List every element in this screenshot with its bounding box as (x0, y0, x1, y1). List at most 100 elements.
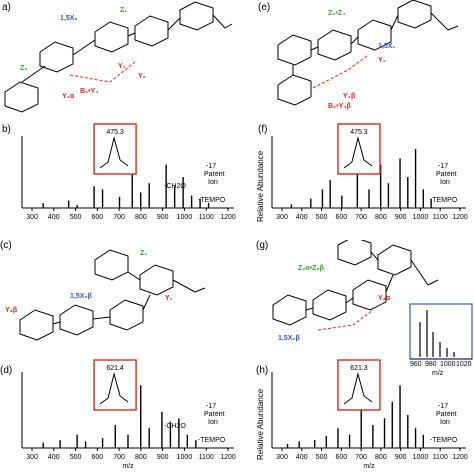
minus-tempo-label: -TEMPO (430, 437, 458, 444)
x-tick-label: 600 (91, 214, 103, 221)
svg-text:1,5X₂: 1,5X₂ (60, 15, 78, 22)
panel-label-a: a) (2, 2, 11, 13)
panel-label-g: (g) (256, 240, 269, 251)
minus-17-label: -17 (438, 163, 448, 170)
structure-g: Z₂α•Z₃β Y₃α 1,5X₂β (272, 240, 439, 342)
x-tick-label: 800 (135, 214, 147, 221)
inset-box (337, 123, 381, 175)
svg-text:B₂•Y₄: B₂•Y₄ (80, 88, 99, 95)
x-tick-label: 1000 (177, 214, 193, 221)
x-tick-label: 500 (70, 454, 82, 461)
minus-ch2o-label: -CH2O (164, 423, 186, 430)
svg-text:Z₂•Z₄: Z₂•Z₄ (328, 10, 345, 17)
x-tick-label: 400 (48, 454, 60, 461)
parent-label: Parent (436, 411, 457, 418)
panel-label-d: (d) (0, 365, 13, 376)
svg-text:Z₃: Z₃ (20, 65, 28, 72)
parent-label: Parent (204, 411, 225, 418)
svg-text:Y₄α: Y₄α (62, 93, 75, 100)
x-tick-label: 800 (135, 454, 147, 461)
svg-text:1,5X₂β: 1,5X₂β (278, 335, 301, 342)
x-tick-label: 300 (26, 454, 38, 461)
parent-label: Parent (204, 171, 225, 178)
inset-peak (343, 136, 373, 169)
minus-ch2o-label: -CH2O (164, 183, 186, 190)
x-axis-label: m/z (363, 463, 375, 470)
svg-text:1,5X₃β: 1,5X₃β (70, 293, 93, 300)
x-tick-label: 1100 (433, 454, 448, 461)
ion-label: Ion (440, 179, 450, 186)
x-tick-label: 1000 (177, 454, 193, 461)
structure-e: B₂•Y₄β Y₄β Y₁ Z₂•Z₄ 1,5X₁ (277, 0, 459, 110)
x-tick-label: 400 (48, 214, 60, 221)
x-axis-label: m/z (122, 463, 134, 470)
svg-text:Y₁: Y₁ (118, 63, 126, 70)
ylabel-h: Relative Abundance (256, 388, 265, 460)
svg-text:Y₂: Y₂ (138, 73, 146, 80)
x-tick-label: 900 (395, 454, 407, 461)
inset-box (93, 359, 137, 411)
x-tick-label: 900 (157, 454, 169, 461)
x-tick-label: 700 (113, 214, 125, 221)
panel-label-h: (h) (256, 365, 269, 376)
ylabel-f: Relative Abundance (256, 150, 265, 222)
svg-text:Z₂α•Z₃β: Z₂α•Z₃β (298, 265, 325, 272)
spectrum-d: 300 400 500 600 700 800 900 1000 1100 1200 621.4 -1… (21, 359, 236, 470)
svg-text:Y₄β: Y₄β (343, 93, 356, 100)
x-tick-label: 500 (70, 214, 82, 221)
x-tick-label: 1100 (433, 214, 448, 221)
zoom-inset-h (409, 303, 473, 360)
minus-tempo-label: -TEMPO (198, 437, 226, 444)
x-tick-label: 800 (375, 214, 387, 221)
x-tick-label: 600 (335, 214, 347, 221)
x-tick-label: 700 (113, 454, 125, 461)
spectrum-h: 300 400 500 600 700 800 900 1000 1100 1200 621.3 -1… (271, 359, 468, 470)
inset-mass: 621.3 (350, 365, 368, 372)
x-tick-label: 1100 (199, 214, 214, 221)
x-tick-label: 300 (276, 454, 288, 461)
minus-tempo-label: -TEMPO (430, 197, 458, 204)
x-tick-label: 600 (91, 454, 103, 461)
ion-label: Ion (208, 179, 218, 186)
parent-label: Parent (436, 171, 457, 178)
spectrum-b: 300 400 500 600 700 800 900 1000 1100 1200 475.3 -1… (21, 123, 236, 221)
structure-c: Y₃β 1,5X₃β Z₁ Y₁ (5, 249, 206, 341)
x-tick-label: 1100 (199, 454, 214, 461)
x-tick-label: 700 (355, 454, 367, 461)
svg-text:B₂•Y₄β: B₂•Y₄β (328, 103, 352, 110)
svg-text:Y₁: Y₁ (165, 295, 173, 302)
x-tick-label: 1000 (413, 214, 429, 221)
svg-text:Z₁: Z₁ (140, 250, 147, 257)
x-tick-label: 600 (335, 454, 347, 461)
svg-text:Y₃β: Y₃β (5, 307, 18, 314)
zoom-tick-1000: 1000 (440, 361, 456, 368)
svg-text:Y₁: Y₁ (378, 57, 386, 64)
zoom-tick-960: 960 (410, 361, 422, 368)
inset-box (337, 359, 381, 411)
svg-text:Y₃α: Y₃α (378, 295, 391, 302)
inset-mass: 475.3 (106, 129, 124, 136)
x-tick-label: 1200 (452, 214, 468, 221)
panel-label-f: (f) (258, 124, 268, 135)
x-tick-label: 300 (26, 214, 38, 221)
inset-mass: 621.4 (106, 365, 124, 372)
panel-label-b: b) (2, 124, 11, 135)
minus-tempo-label: -TEMPO (198, 197, 226, 204)
inset-box (93, 123, 137, 175)
inset-peak (99, 136, 129, 169)
inset-peak (99, 372, 129, 405)
minus-17-label: -17 (206, 403, 216, 410)
minus-17-label: -17 (438, 403, 448, 410)
spectrum-f: 300 400 500 600 700 800 900 1000 1100 1200 475.3 -1… (271, 123, 468, 221)
ion-label: Ion (208, 419, 218, 426)
x-tick-label: 500 (316, 214, 328, 221)
panel-label-c: (c) (0, 240, 12, 251)
x-tick-label: 400 (296, 214, 308, 221)
x-tick-label: 700 (355, 214, 367, 221)
zoom-tick-980: 980 (425, 361, 437, 368)
zoom-xlabel: m/z (432, 370, 444, 377)
x-tick-label: 300 (276, 214, 288, 221)
x-tick-label: 500 (316, 454, 328, 461)
inset-mass: 475.3 (350, 129, 368, 136)
